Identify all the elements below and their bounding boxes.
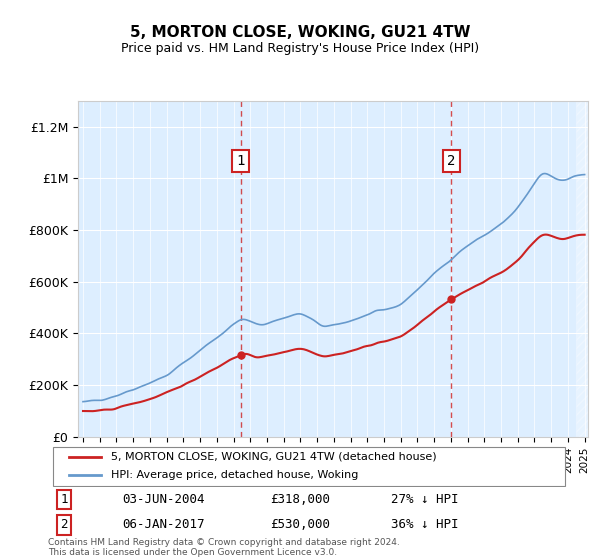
Text: Price paid vs. HM Land Registry's House Price Index (HPI): Price paid vs. HM Land Registry's House … <box>121 42 479 55</box>
Text: 5, MORTON CLOSE, WOKING, GU21 4TW (detached house): 5, MORTON CLOSE, WOKING, GU21 4TW (detac… <box>112 452 437 462</box>
Text: 1: 1 <box>236 155 245 169</box>
Bar <box>576 101 590 437</box>
Text: 06-JAN-2017: 06-JAN-2017 <box>122 519 205 531</box>
Text: 2: 2 <box>447 155 455 169</box>
Text: 2: 2 <box>60 519 68 531</box>
Text: Contains HM Land Registry data © Crown copyright and database right 2024.
This d: Contains HM Land Registry data © Crown c… <box>48 538 400 557</box>
Text: £318,000: £318,000 <box>270 493 330 506</box>
Text: £530,000: £530,000 <box>270 519 330 531</box>
Text: HPI: Average price, detached house, Woking: HPI: Average price, detached house, Woki… <box>112 470 359 480</box>
Text: 5, MORTON CLOSE, WOKING, GU21 4TW: 5, MORTON CLOSE, WOKING, GU21 4TW <box>130 25 470 40</box>
Text: 36% ↓ HPI: 36% ↓ HPI <box>391 519 459 531</box>
Text: 27% ↓ HPI: 27% ↓ HPI <box>391 493 459 506</box>
FancyBboxPatch shape <box>53 447 565 486</box>
Text: 03-JUN-2004: 03-JUN-2004 <box>122 493 205 506</box>
Text: 1: 1 <box>60 493 68 506</box>
